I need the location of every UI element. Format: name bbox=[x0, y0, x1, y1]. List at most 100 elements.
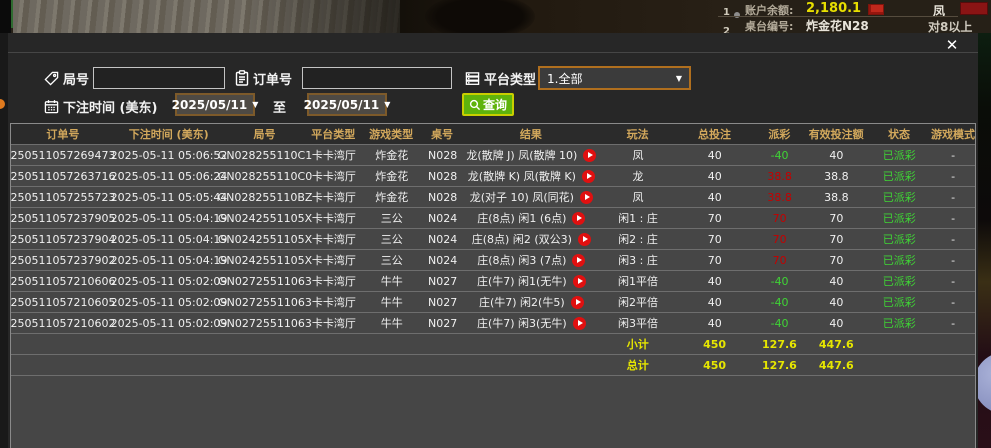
background-right-strip bbox=[978, 33, 991, 448]
background-block bbox=[0, 0, 11, 33]
cell-payout: -40 bbox=[770, 148, 789, 162]
cell-valid-bet: 40 bbox=[829, 274, 844, 288]
cell-table-number: N027 bbox=[427, 295, 458, 309]
bet-history-modal: ✕ 局号 订单号 平台类型 1.全部 ▼ 下注时间 (美东) 2025/05/1… bbox=[8, 33, 978, 448]
status-dot bbox=[734, 12, 740, 18]
cell-payout: -40 bbox=[770, 295, 789, 309]
cell-result: 庄(8点) 闲2 (双公3) bbox=[463, 231, 601, 247]
replay-icon[interactable] bbox=[572, 274, 586, 288]
cell-play-type: 闲3平倍 bbox=[618, 317, 658, 330]
result-text: 庄(牛7) 闲1(无牛) bbox=[476, 275, 567, 288]
cell-payout: -40 bbox=[770, 274, 789, 288]
background-accent-line bbox=[11, 0, 13, 28]
cell-round-number: GN0242551105X bbox=[217, 253, 313, 267]
totals-payout: 127.6 bbox=[762, 337, 797, 351]
close-icon[interactable]: ✕ bbox=[945, 36, 959, 54]
cell-status: 已派彩 bbox=[882, 191, 916, 204]
result-text: 庄(8点) 闲2 (双公3) bbox=[471, 233, 572, 246]
column-header: 状态 bbox=[888, 128, 911, 141]
platform-filter-label: 平台类型 bbox=[484, 72, 537, 88]
date-from-picker[interactable]: 2025/05/11 ▼ bbox=[171, 93, 258, 116]
cell-status: 已派彩 bbox=[882, 170, 916, 183]
cell-game-mode: - bbox=[951, 190, 956, 204]
cell-order: 250511057237902 bbox=[10, 253, 116, 267]
search-icon bbox=[469, 99, 481, 111]
cell-game-mode: - bbox=[951, 316, 956, 330]
column-header: 派彩 bbox=[768, 128, 791, 141]
cell-status: 已派彩 bbox=[882, 233, 916, 246]
cell-result: 庄(牛7) 闲3(无牛) bbox=[463, 315, 601, 331]
rank-number: 1 bbox=[723, 7, 730, 18]
result-text: 庄(牛7) 闲2(牛5) bbox=[478, 296, 565, 309]
cell-round-number: GN02725511063 bbox=[218, 274, 312, 288]
cell-play-type: 凤 bbox=[632, 191, 644, 204]
totals-valid-bet: 447.6 bbox=[818, 358, 854, 372]
cell-result: 庄(牛7) 闲2(牛5) bbox=[463, 294, 601, 310]
cell-bet-time: 2025-05-11 05:02:09 bbox=[110, 295, 228, 309]
date-to-picker[interactable]: 2025/05/11 ▼ bbox=[304, 93, 390, 116]
flag-icon bbox=[868, 4, 884, 15]
cell-payout: 38.8 bbox=[767, 190, 792, 204]
cell-play-type: 凤 bbox=[632, 149, 644, 162]
cell-result: 龙(对子 10) 凤(同花) bbox=[463, 189, 601, 205]
column-header: 结果 bbox=[519, 128, 542, 141]
cell-game-mode: - bbox=[951, 232, 956, 246]
platform-select[interactable]: 1.全部 ▼ bbox=[538, 66, 691, 90]
cell-result: 庄(8点) 闲3 (7点) bbox=[463, 252, 601, 268]
grandtotal-row: 总计 450 127.6 447.6 bbox=[11, 355, 975, 376]
cell-valid-bet: 70 bbox=[829, 211, 844, 225]
round-input[interactable] bbox=[93, 67, 225, 89]
cell-play-type: 闲2平倍 bbox=[618, 296, 658, 309]
column-header: 玩法 bbox=[626, 128, 649, 141]
cell-result: 龙(散牌 K) 凤(散牌 K) bbox=[463, 168, 601, 184]
cell-game-mode: - bbox=[951, 274, 956, 288]
table-number-value: 炸金花N28 bbox=[806, 19, 869, 33]
table-row: 250511057255723 2025-05-11 05:05:44 GN0282… bbox=[11, 187, 975, 208]
cell-valid-bet: 70 bbox=[829, 232, 844, 246]
cell-status: 已派彩 bbox=[882, 317, 916, 330]
replay-icon[interactable] bbox=[570, 295, 584, 309]
order-input[interactable] bbox=[302, 67, 452, 89]
clipboard-icon bbox=[235, 70, 249, 86]
cell-game-mode: - bbox=[951, 295, 956, 309]
cell-payout: 70 bbox=[772, 232, 787, 246]
cell-bet-time: 2025-05-11 05:04:19 bbox=[110, 232, 228, 246]
cell-result: 龙(散牌 J) 凤(散牌 10) bbox=[463, 147, 601, 163]
bettime-filter-label: 下注时间 (美东) bbox=[63, 100, 158, 116]
cell-game-type: 炸金花 bbox=[375, 191, 409, 204]
cell-round-number: GN028255110C1 bbox=[217, 148, 313, 162]
cell-play-type: 闲3 : 庄 bbox=[618, 254, 658, 267]
replay-icon[interactable] bbox=[572, 316, 586, 330]
table-texture bbox=[13, 0, 433, 33]
cell-game-type: 炸金花 bbox=[375, 170, 409, 183]
replay-icon[interactable] bbox=[579, 190, 593, 204]
cell-game-type: 炸金花 bbox=[375, 149, 409, 162]
cell-payout: 38.8 bbox=[767, 169, 792, 183]
totals-label: 总计 bbox=[626, 359, 649, 372]
balance-value: 2,180.1 bbox=[806, 1, 862, 16]
totals-label: 小计 bbox=[626, 338, 649, 351]
table-row: 250511057263716 2025-05-11 05:06:24 GN0282… bbox=[11, 166, 975, 187]
platform-selected-value: 1.全部 bbox=[547, 71, 583, 86]
cell-result: 庄(牛7) 闲1(无牛) bbox=[463, 273, 601, 289]
cell-play-type: 闲1平倍 bbox=[618, 275, 658, 288]
cell-table-number: N024 bbox=[427, 253, 458, 267]
floating-chat-button[interactable] bbox=[974, 352, 991, 414]
replay-icon[interactable] bbox=[583, 148, 597, 162]
replay-icon[interactable] bbox=[572, 253, 586, 267]
search-button[interactable]: 查询 bbox=[462, 93, 514, 116]
cell-bet-time: 2025-05-11 05:04:19 bbox=[110, 211, 228, 225]
cell-platform: 卡卡湾厅 bbox=[311, 275, 356, 288]
date-from-value: 2025/05/11 bbox=[171, 97, 248, 112]
side-label-top: 凤 bbox=[933, 4, 946, 18]
drawer-handle[interactable] bbox=[0, 99, 5, 109]
calendar-icon bbox=[44, 99, 59, 114]
cell-total-bet: 70 bbox=[707, 253, 722, 267]
replay-icon[interactable] bbox=[581, 169, 595, 183]
replay-icon[interactable] bbox=[572, 211, 586, 225]
result-text: 龙(散牌 J) 凤(散牌 10) bbox=[466, 149, 578, 162]
totals-total-bet: 450 bbox=[703, 337, 727, 351]
balance-label: 账户余额: bbox=[745, 4, 794, 17]
replay-icon[interactable] bbox=[577, 232, 591, 246]
cell-order: 250511057237905 bbox=[10, 211, 116, 225]
